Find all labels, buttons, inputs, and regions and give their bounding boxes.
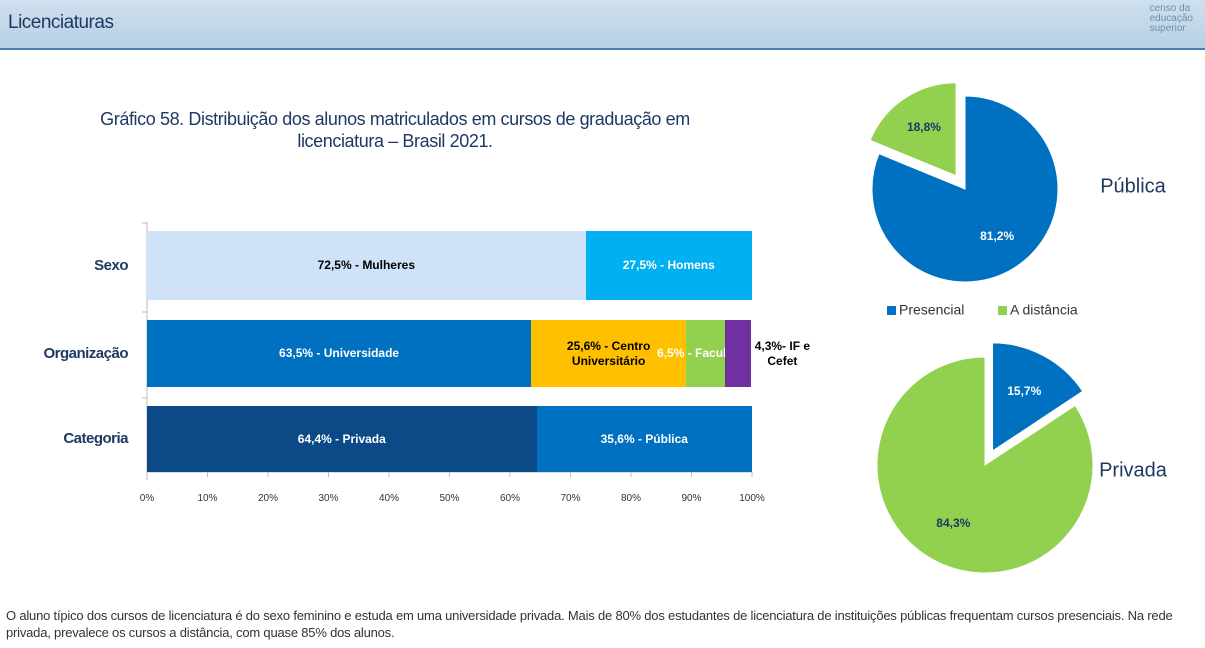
chart-title: Gráfico 58. Distribuição dos alunos matr…: [100, 109, 690, 151]
category-label: Categoria: [63, 430, 128, 447]
x-tick-label: 100%: [739, 493, 765, 504]
x-tick-label: 40%: [378, 493, 400, 504]
data-label: 63,5% - Universidade: [279, 346, 400, 360]
x-tick-label: 90%: [681, 493, 702, 504]
data-label: 81,2%: [980, 229, 1014, 243]
category-label: Sexo: [94, 256, 128, 274]
x-tick-label: 0%: [139, 493, 155, 504]
data-label: 18,8%: [907, 120, 941, 134]
bar-segment: [531, 320, 687, 387]
data-label: 84,3%: [936, 516, 970, 530]
legend-swatch: [887, 306, 896, 315]
logo-text: superior: [1149, 23, 1186, 34]
header: Licenciaturas censo da educação superior: [0, 0, 1205, 50]
bar-segment: [725, 320, 752, 387]
category-label: Organização: [43, 344, 128, 362]
legend-label: Presencial: [899, 302, 964, 318]
pie-slice: [876, 356, 1094, 574]
bar-segment: [536, 406, 752, 472]
pie-slice: [869, 82, 957, 177]
pie-slice: [992, 342, 1084, 452]
legend-label: A distância: [1010, 302, 1078, 318]
x-tick-label: 50%: [439, 493, 460, 504]
pie-slice: [871, 95, 1059, 283]
logo: censo da educação superior: [1150, 4, 1193, 34]
header-title: Licenciaturas: [8, 12, 114, 33]
footer-text: O aluno típico dos cursos de licenciatur…: [6, 608, 1173, 640]
bar-segment: [686, 320, 726, 387]
data-label: 25,6% - Centro Universitário: [566, 338, 651, 368]
data-label: 27,5% - Homens: [622, 258, 715, 272]
x-tick-label: 70%: [560, 493, 581, 504]
pie-title: Privada: [1099, 459, 1168, 481]
data-label: 4,3%- IF e Cefet: [754, 338, 811, 368]
x-tick-label: 20%: [257, 493, 279, 504]
x-tick-label: 10%: [197, 493, 218, 504]
bar-segment: [147, 320, 532, 387]
logo-text: censo da: [1149, 3, 1191, 14]
x-tick-label: 30%: [318, 493, 339, 504]
bar-segment: [147, 231, 586, 300]
data-label: 15,7%: [1007, 384, 1041, 398]
legend-swatch: [998, 306, 1007, 315]
data-label: 35,6% - Pública: [600, 431, 688, 446]
x-tick-label: 80%: [620, 493, 642, 504]
bar-segment: [147, 406, 537, 472]
x-tick-label: 60%: [499, 493, 521, 504]
bar-segment: [585, 231, 752, 300]
pie-title: Pública: [1100, 175, 1166, 197]
logo-text: educação: [1149, 13, 1193, 24]
data-label: 64,4% - Privada: [297, 431, 386, 446]
data-label: 72,5% - Mulheres: [317, 258, 415, 272]
